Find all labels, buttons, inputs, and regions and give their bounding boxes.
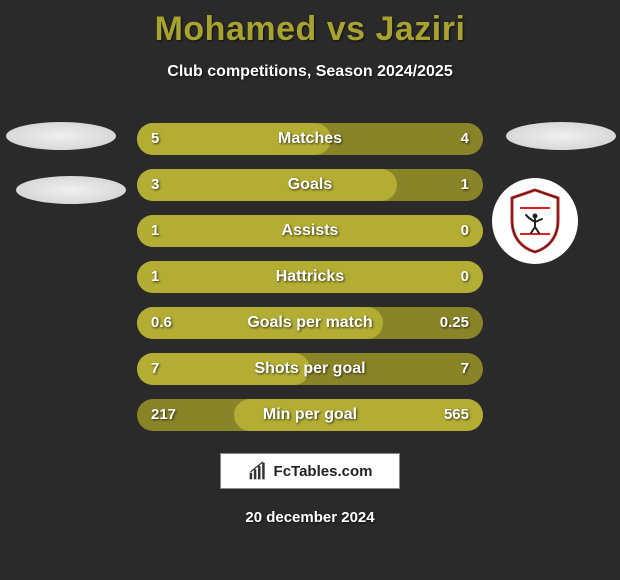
stat-row: 31Goals — [137, 169, 483, 201]
page-title: Mohamed vs Jaziri — [0, 0, 620, 49]
shield-icon — [508, 188, 562, 254]
stat-label: Min per goal — [137, 399, 483, 431]
stat-label: Matches — [137, 123, 483, 155]
fctables-badge[interactable]: FcTables.com — [220, 453, 400, 489]
player-avatar-placeholder — [6, 122, 116, 150]
chart-icon — [248, 461, 268, 481]
date-label: 20 december 2024 — [0, 509, 620, 526]
stat-row: 0.60.25Goals per match — [137, 307, 483, 339]
stats-container: 54Matches 31Goals 10Assists 10Hattricks 0.60… — [0, 123, 620, 431]
stat-row: 10Hattricks — [137, 261, 483, 293]
stat-label: Assists — [137, 215, 483, 247]
stat-row: 54Matches — [137, 123, 483, 155]
subtitle: Club competitions, Season 2024/2025 — [0, 63, 620, 81]
fctables-label: FcTables.com — [274, 463, 373, 480]
stat-label: Goals — [137, 169, 483, 201]
stat-label: Shots per goal — [137, 353, 483, 385]
stat-row: 10Assists — [137, 215, 483, 247]
stat-label: Goals per match — [137, 307, 483, 339]
stat-label: Hattricks — [137, 261, 483, 293]
stat-row: 77Shots per goal — [137, 353, 483, 385]
player-avatar-placeholder — [16, 176, 126, 204]
player-avatar-placeholder — [506, 122, 616, 150]
stat-row: 217565Min per goal — [137, 399, 483, 431]
club-badge — [492, 178, 578, 264]
